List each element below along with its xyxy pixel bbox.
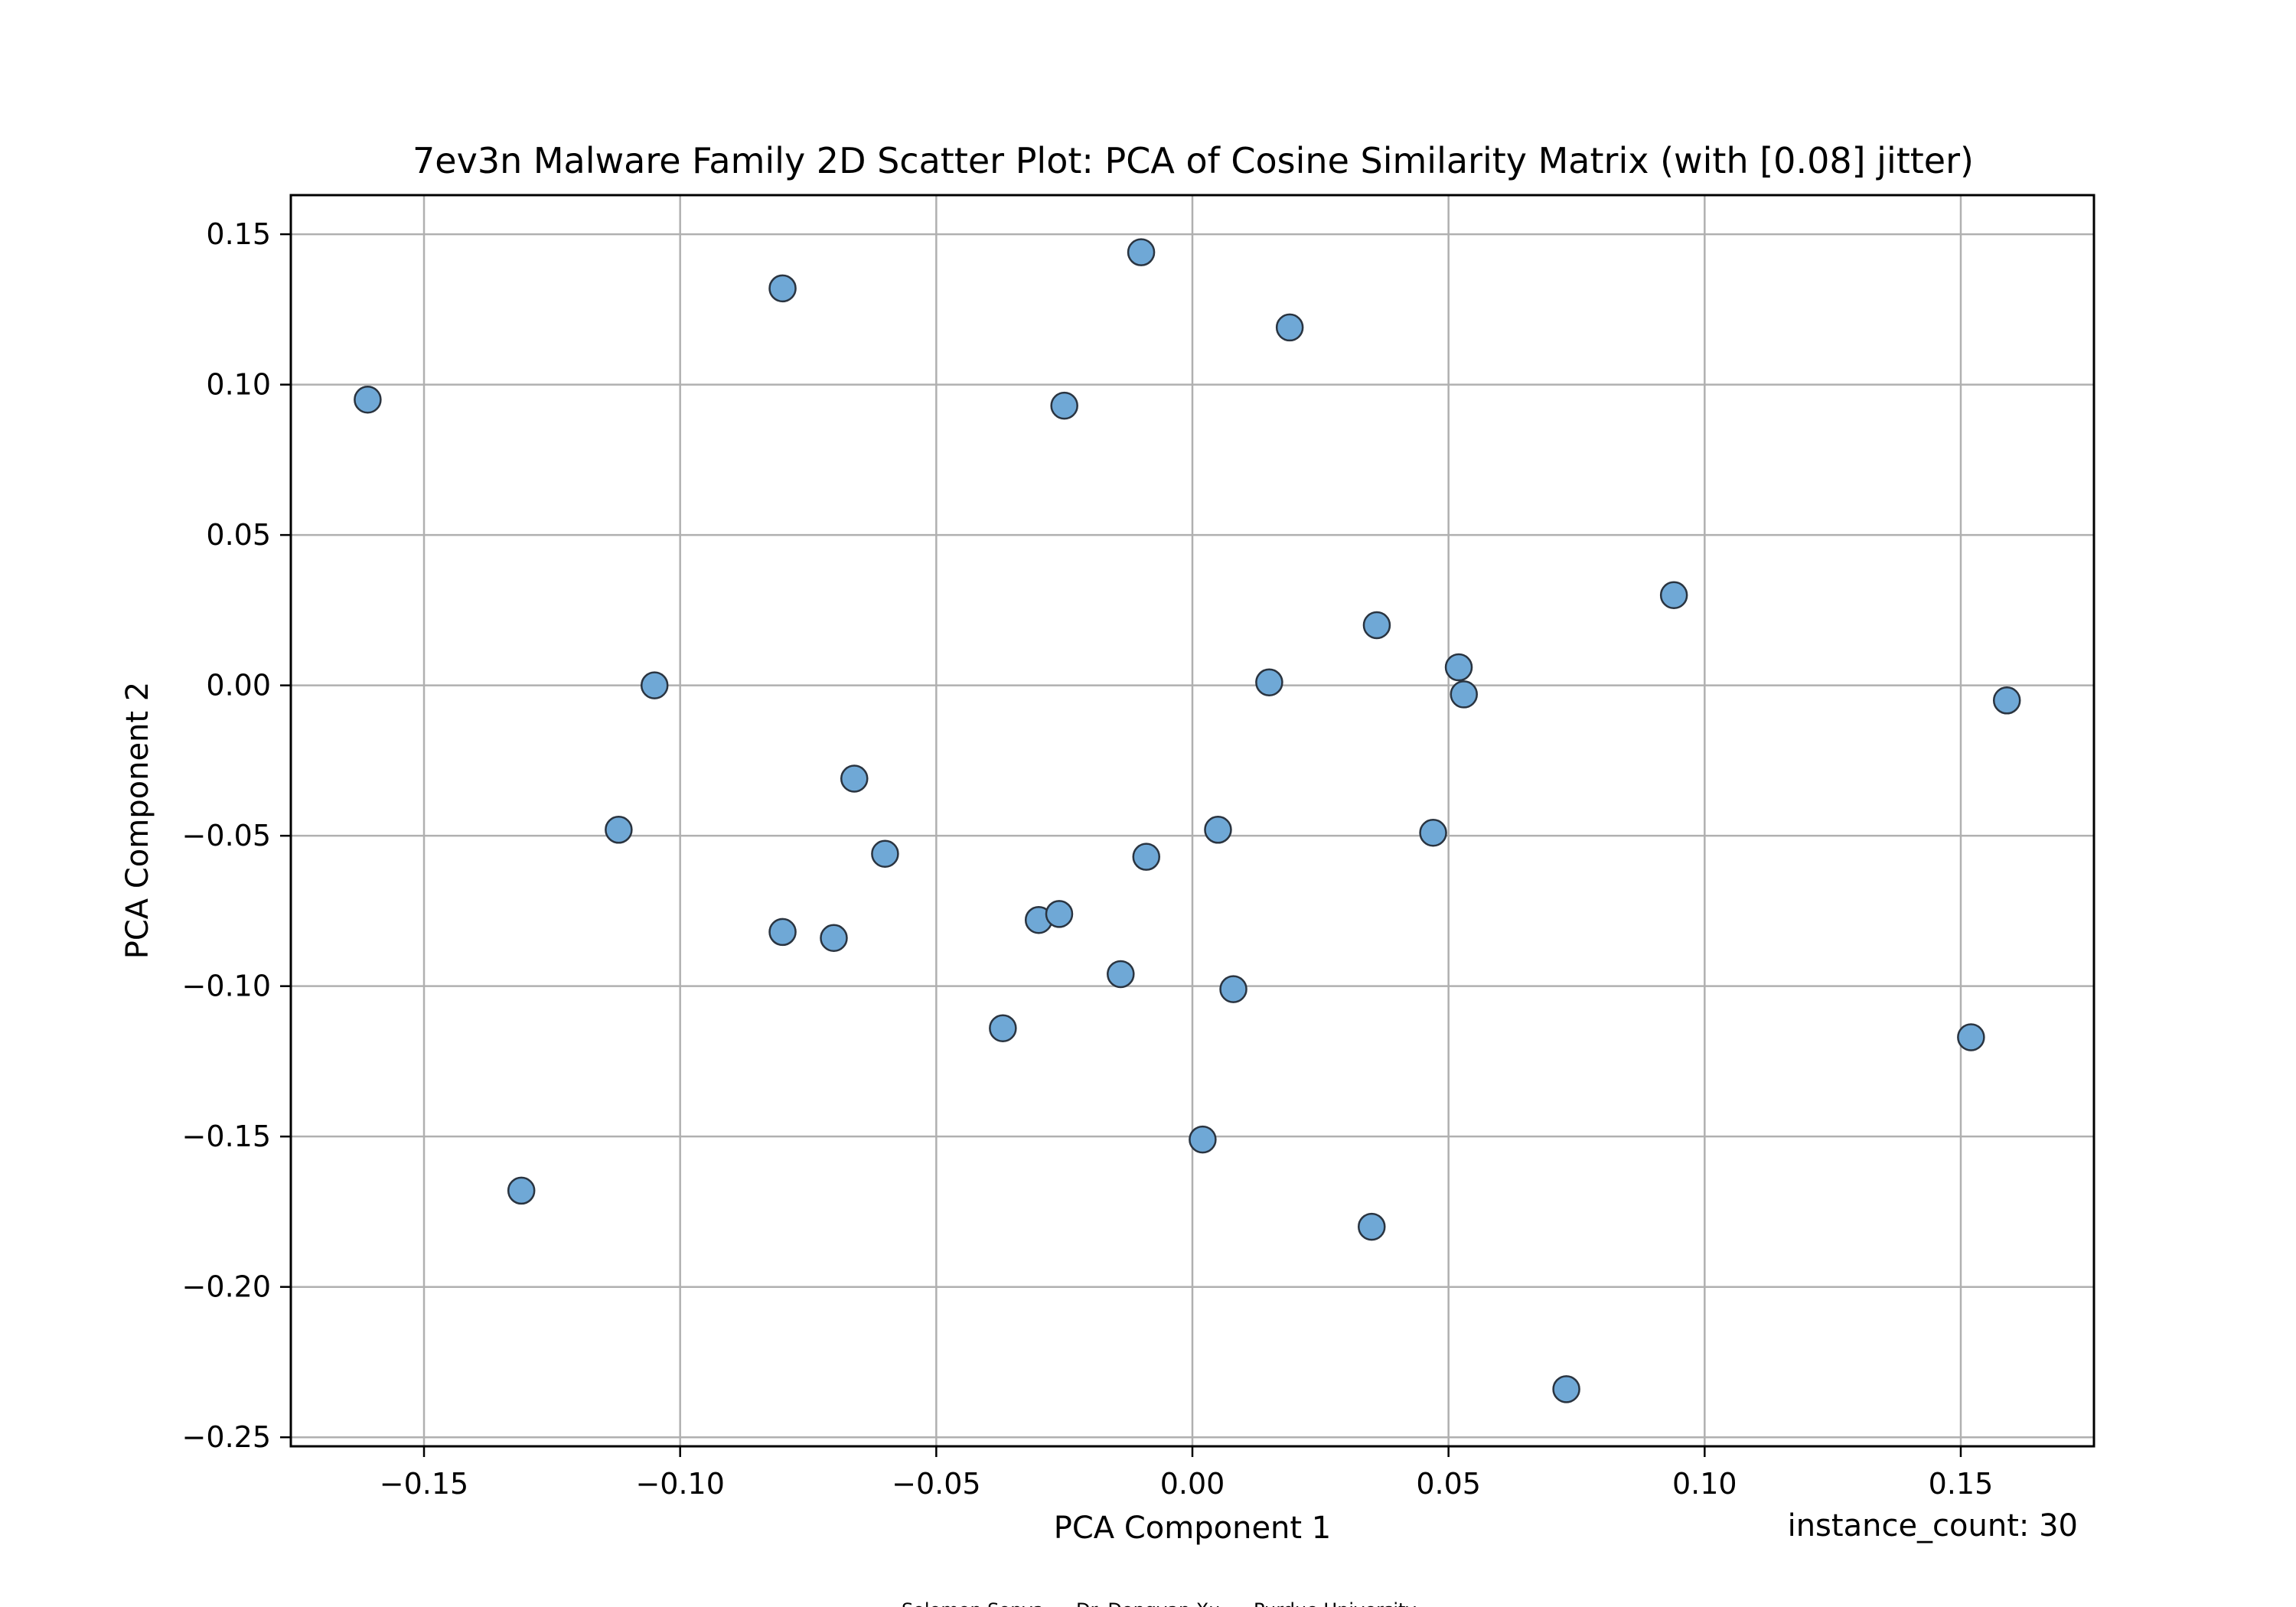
instance-count-label: instance_count: 30 — [1788, 1508, 2078, 1543]
scatter-point — [820, 924, 848, 953]
y-tick-label: 0.00 — [206, 669, 271, 702]
scatter-point — [1132, 843, 1161, 871]
x-tick-label: 0.15 — [1929, 1467, 1994, 1501]
scatter-point — [989, 1014, 1017, 1042]
scatter-point — [1189, 1125, 1217, 1154]
scatter-point — [1362, 611, 1391, 640]
scatter-point — [1204, 816, 1232, 844]
scatter-point — [1992, 686, 2021, 715]
x-tick-label: −0.15 — [380, 1467, 468, 1501]
footer-institution: Purdue University — [1254, 1599, 1417, 1607]
scatter-point — [1659, 581, 1688, 609]
scatter-point — [507, 1176, 536, 1205]
scatter-point — [1444, 653, 1473, 682]
y-tick-label: −0.10 — [182, 970, 271, 1003]
scatter-point — [1358, 1212, 1386, 1241]
chart-title: 7ev3n Malware Family 2D Scatter Plot: PC… — [413, 140, 1974, 181]
footer-author-1: Solomon Sonya — [902, 1599, 1044, 1607]
scatter-point — [1450, 680, 1478, 709]
y-tick-label: −0.05 — [182, 819, 271, 852]
scatter-point — [354, 386, 382, 414]
x-tick-label: 0.05 — [1416, 1467, 1481, 1501]
x-tick-label: 0.10 — [1672, 1467, 1737, 1501]
scatter-point — [840, 764, 869, 793]
scatter-point — [1419, 818, 1447, 847]
scatter-point — [1045, 900, 1074, 928]
scatter-point — [1107, 960, 1135, 989]
y-tick-label: 0.10 — [206, 368, 271, 402]
footer-author-2: Dr. Dongyan Xu — [1076, 1599, 1220, 1607]
y-tick-label: −0.25 — [182, 1420, 271, 1454]
scatter-point — [1275, 313, 1304, 342]
scatter-point — [640, 671, 669, 699]
y-tick-label: −0.15 — [182, 1120, 271, 1153]
scatter-point — [1552, 1375, 1580, 1403]
scatter-point — [1219, 975, 1247, 1003]
x-ticks: −0.15 −0.10 −0.05 0.00 0.05 0.10 0.15 — [380, 1446, 1993, 1501]
scatter-point — [1255, 668, 1283, 696]
x-tick-label: −0.05 — [892, 1467, 980, 1501]
scatter-point — [768, 274, 797, 303]
x-tick-label: 0.00 — [1160, 1467, 1225, 1501]
scatter-point — [1957, 1023, 1985, 1051]
y-tick-label: 0.05 — [206, 518, 271, 552]
scatter-point — [871, 839, 899, 868]
y-tick-label: −0.20 — [182, 1270, 271, 1304]
data-points — [354, 238, 2021, 1403]
scatter-point — [1050, 391, 1078, 420]
scatter-point — [1127, 238, 1156, 266]
y-ticks: 0.15 0.10 0.05 0.00 −0.05 −0.10 −0.15 −0.20 −0.2… — [182, 217, 291, 1454]
scatter-point — [605, 816, 633, 844]
scatter-point — [768, 918, 797, 947]
y-axis-label: PCA Component 2 — [120, 682, 155, 960]
x-axis-label: PCA Component 1 — [1054, 1511, 1332, 1546]
y-tick-label: 0.15 — [206, 217, 271, 251]
x-tick-label: −0.10 — [635, 1467, 724, 1501]
